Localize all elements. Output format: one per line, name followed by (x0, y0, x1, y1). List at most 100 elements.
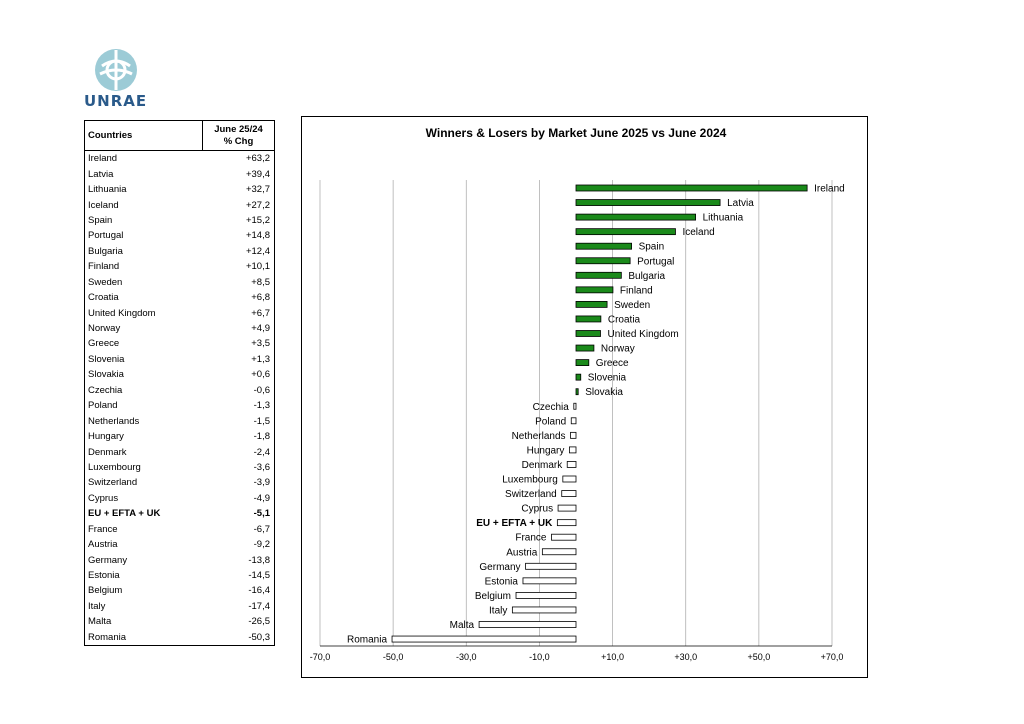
change-cell: -1,5 (253, 415, 270, 427)
bar-label: Slovenia (588, 373, 627, 384)
bar (557, 504, 577, 512)
table-row: Italy -17,4 (85, 599, 274, 614)
country-cell: Croatia (88, 292, 119, 304)
x-tick-label: -70,0 (310, 652, 331, 662)
table-row: Iceland +27,2 (85, 197, 274, 212)
bar-label: France (515, 533, 547, 544)
bar (575, 286, 614, 294)
change-cell: -9,2 (253, 539, 270, 551)
country-cell: Bulgaria (88, 245, 123, 257)
bar (573, 402, 577, 410)
x-tick-label: -30,0 (456, 652, 477, 662)
country-cell: France (88, 523, 118, 535)
country-cell: United Kingdom (88, 307, 156, 319)
x-tick-label: +50,0 (747, 652, 770, 662)
country-cell: Romania (88, 631, 127, 643)
table-row: Greece +3,5 (85, 336, 274, 351)
change-cell: +0,6 (251, 369, 270, 381)
table-row: Romania -50,3 (85, 630, 274, 645)
bar-label: Austria (506, 547, 538, 558)
change-cell: -3,6 (253, 461, 270, 473)
bar (575, 373, 582, 381)
change-cell: -3,9 (253, 477, 270, 489)
bar-label: Italy (489, 605, 507, 616)
country-cell: Germany (88, 554, 128, 566)
country-cell: Estonia (88, 570, 120, 582)
table-row: Germany -13,8 (85, 552, 274, 567)
table-row: Netherlands -1,5 (85, 413, 274, 428)
bar-label: Malta (450, 620, 475, 631)
table-row: Norway +4,9 (85, 321, 274, 336)
bar (561, 490, 577, 497)
country-cell: Finland (88, 261, 120, 273)
bar-label: Latvia (727, 198, 754, 209)
bar-label: Poland (535, 416, 566, 427)
bar (575, 330, 601, 337)
table-row: Spain +15,2 (85, 213, 274, 228)
table-row: EU + EFTA + UK -5,1 (85, 506, 274, 521)
change-cell: +6,8 (251, 292, 270, 304)
bar (575, 199, 721, 206)
bar-label: Romania (347, 635, 387, 646)
countries-table: Countries June 25/24 % Chg Ireland +63,2 L… (84, 120, 275, 646)
unrae-logo (95, 49, 137, 91)
country-cell: Iceland (88, 199, 119, 211)
table-row: Estonia -14,5 (85, 568, 274, 583)
table-row: Slovakia +0,6 (85, 367, 274, 382)
bar-label: Sweden (614, 300, 650, 311)
change-cell: +6,7 (251, 307, 270, 319)
bar-label: Lithuania (703, 213, 744, 224)
bar (575, 300, 608, 308)
table-row: Sweden +8,5 (85, 275, 274, 290)
logo-wordmark: UNRAE (84, 92, 148, 110)
change-cell: -17,4 (248, 600, 270, 612)
x-tick-label: +10,0 (601, 652, 624, 662)
country-cell: Luxembourg (88, 461, 141, 473)
bar (569, 446, 577, 454)
country-cell: Denmark (88, 446, 127, 458)
table-row: Austria -9,2 (85, 537, 274, 552)
bar-label: Germany (479, 562, 520, 573)
table-row: Cyprus -4,9 (85, 491, 274, 506)
table-row: Malta -26,5 (85, 614, 274, 629)
table-row: Lithuania +32,7 (85, 182, 274, 197)
bar (515, 592, 577, 599)
table-row: Finland +10,1 (85, 259, 274, 274)
bar (541, 548, 577, 556)
bar (575, 344, 595, 352)
change-cell: -4,9 (253, 492, 270, 504)
bar (570, 417, 577, 425)
bar-label: Iceland (682, 227, 714, 238)
bar (522, 577, 577, 585)
bar-label: Belgium (475, 591, 511, 602)
change-cell: -6,7 (253, 523, 270, 535)
table-row: Luxembourg -3,6 (85, 460, 274, 475)
country-cell: Slovenia (88, 353, 125, 365)
change-cell: +15,2 (245, 214, 270, 226)
bar (556, 519, 577, 527)
bar (575, 242, 632, 250)
bar (570, 431, 577, 439)
bar-label: Spain (639, 242, 665, 253)
bar-label: Netherlands (512, 431, 566, 442)
country-cell: Portugal (88, 230, 124, 242)
bar-label: EU + EFTA + UK (476, 518, 553, 529)
bar-label: Ireland (814, 184, 845, 195)
change-cell: -26,5 (248, 616, 270, 628)
country-cell: Ireland (88, 153, 118, 165)
x-tick-label: +30,0 (674, 652, 697, 662)
bar (575, 213, 696, 221)
change-cell: -50,3 (248, 631, 270, 643)
change-cell: +32,7 (245, 184, 270, 196)
country-cell: Lithuania (88, 184, 127, 196)
bar (551, 533, 577, 541)
change-cell: +4,9 (251, 323, 270, 335)
change-cell: -0,6 (253, 384, 270, 396)
change-cell: -14,5 (248, 570, 270, 582)
x-tick-label: -10,0 (529, 652, 550, 662)
change-cell: -16,4 (248, 585, 270, 597)
country-cell: Slovakia (88, 369, 124, 381)
table-row: Belgium -16,4 (85, 583, 274, 598)
x-tick-label: -50,0 (383, 652, 404, 662)
